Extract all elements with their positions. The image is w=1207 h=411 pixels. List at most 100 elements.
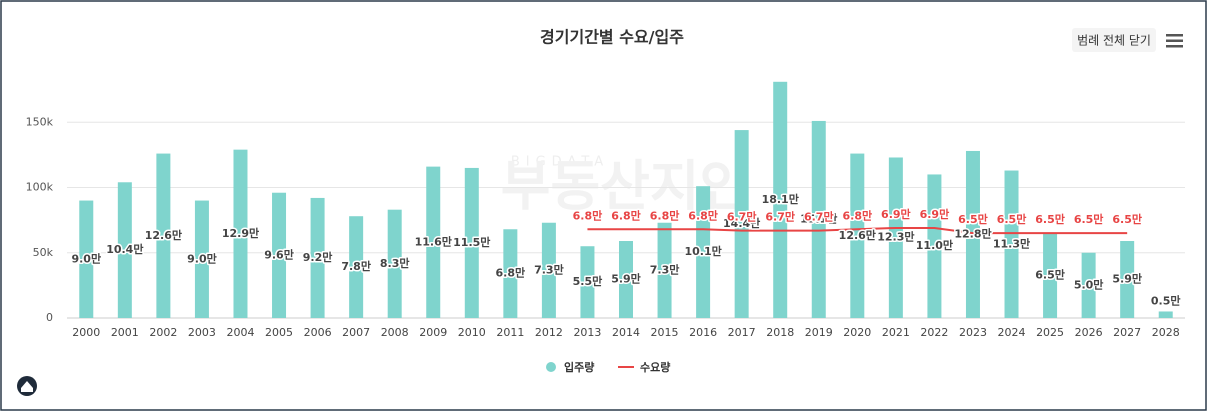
bar-value-label: 6.5만 — [1035, 268, 1065, 282]
bar — [696, 186, 711, 318]
bar-value-label: 9.2만 — [303, 250, 333, 264]
bar-value-label: 11.0만 — [916, 238, 953, 252]
line-value-label: 6.9만 — [881, 207, 911, 221]
watermark-small: BIGDATA — [511, 155, 609, 170]
menu-icon[interactable] — [1166, 34, 1183, 48]
x-tick-label: 2018 — [766, 326, 794, 339]
bar — [503, 229, 518, 318]
bar-value-label: 11.6만 — [415, 234, 452, 248]
bar — [657, 222, 672, 318]
bar — [619, 241, 633, 318]
x-tick-label: 2020 — [843, 326, 871, 339]
bar-value-label: 12.3만 — [877, 230, 914, 244]
line — [587, 226, 1128, 235]
chart-title: 경기기간별 수요/입주 — [540, 28, 684, 47]
bar — [1120, 241, 1135, 318]
x-tick-label: 2014 — [612, 326, 640, 339]
line-value-label: 6.8만 — [573, 208, 603, 222]
legend-toggle-button[interactable] — [1072, 28, 1156, 52]
bar-value-label: 5.0만 — [1074, 277, 1104, 291]
line-value-label: 6.7만 — [804, 210, 834, 224]
line-value-label: 6.7만 — [727, 210, 757, 224]
bar — [426, 166, 441, 318]
bar — [194, 200, 209, 318]
bar-value-label: 6.8만 — [496, 266, 526, 280]
bar-value-label: 12.6만 — [145, 228, 182, 242]
x-tick-label: 2022 — [920, 326, 948, 339]
bar — [156, 153, 171, 318]
x-tick-label: 2026 — [1075, 326, 1103, 339]
x-tick-label: 2028 — [1152, 326, 1180, 339]
x-tick-label: 2005 — [265, 326, 293, 339]
bar — [888, 157, 903, 318]
bar — [1081, 252, 1096, 318]
legend-label: 입주량 — [564, 361, 594, 374]
bar-value-label: 7.3만 — [534, 262, 564, 276]
bar — [387, 209, 402, 318]
bar — [927, 174, 942, 318]
x-tick-label: 2016 — [689, 326, 717, 339]
bar-value-label: 9.0만 — [71, 251, 101, 265]
line-value-label: 6.5만 — [958, 212, 988, 226]
x-tick-label: 2003 — [188, 326, 216, 339]
bar — [349, 216, 364, 318]
bar — [965, 150, 980, 318]
bar-value-label: 11.3만 — [993, 236, 1030, 250]
line-value-label: 6.5만 — [1035, 212, 1065, 226]
bar — [580, 246, 595, 318]
y-tick-label: 0 — [46, 311, 53, 324]
bar-value-label: 5.5만 — [573, 274, 603, 288]
x-tick-label: 2023 — [959, 326, 987, 339]
x-tick-label: 2025 — [1036, 326, 1064, 339]
line-value-label: 6.7만 — [765, 210, 795, 224]
bar — [811, 120, 826, 318]
y-tick-label: 50k — [33, 246, 54, 259]
bar-value-label: 11.5만 — [453, 235, 490, 249]
x-tick-label: 2017 — [728, 326, 756, 339]
bar — [773, 81, 788, 318]
logo — [17, 376, 37, 396]
x-tick-label: 2015 — [651, 326, 679, 339]
x-tick-label: 2001 — [111, 326, 139, 339]
line-value-label: 6.8만 — [688, 208, 718, 222]
bar — [1158, 311, 1173, 318]
bar-value-label: 0.5만 — [1151, 293, 1181, 307]
x-tick-label: 2004 — [226, 326, 254, 339]
bar-value-label: 5.9만 — [611, 272, 641, 286]
bar-value-label: 12.9만 — [222, 226, 259, 240]
x-tick-label: 2027 — [1113, 326, 1141, 339]
x-tick-label: 2002 — [149, 326, 177, 339]
line-value-label: 6.9만 — [920, 207, 950, 221]
bar-value-label: 18.1만 — [762, 192, 799, 206]
x-tick-label: 2009 — [419, 326, 447, 339]
line-value-label: 6.8만 — [650, 208, 680, 222]
line-value-label: 6.8만 — [843, 208, 873, 222]
line-value-label: 6.5만 — [1112, 212, 1142, 226]
legend-swatch — [546, 362, 556, 372]
bar-value-label: 5.9만 — [1112, 272, 1142, 286]
bar — [79, 200, 94, 318]
bar — [850, 153, 865, 318]
bar-value-label: 9.6만 — [264, 247, 294, 261]
bar-value-label: 12.6만 — [839, 228, 876, 242]
bar — [1004, 170, 1019, 318]
bar — [272, 192, 287, 318]
x-tick-label: 2019 — [805, 326, 833, 339]
bar-value-label: 14.4만 — [723, 216, 760, 230]
bar — [117, 182, 132, 318]
y-tick-label: 150k — [26, 115, 54, 128]
bar-value-label: 10.1만 — [684, 244, 721, 258]
watermark-big: 부동산지인 — [501, 155, 749, 218]
bar — [1043, 233, 1058, 318]
legend-label: 수요량 — [640, 361, 670, 374]
x-tick-label: 2013 — [573, 326, 601, 339]
x-tick-label: 2012 — [535, 326, 563, 339]
bar-value-label: 10.4만 — [106, 242, 143, 256]
bar-value-label: 15.1만 — [800, 211, 837, 225]
legend-toggle-label: 범례 전체 닫기 — [1077, 34, 1151, 48]
bar-value-label: 7.3만 — [650, 262, 680, 276]
bar-value-label: 7.8만 — [341, 259, 371, 273]
bar-value-label: 9.0만 — [187, 251, 217, 265]
x-tick-label: 2010 — [458, 326, 486, 339]
